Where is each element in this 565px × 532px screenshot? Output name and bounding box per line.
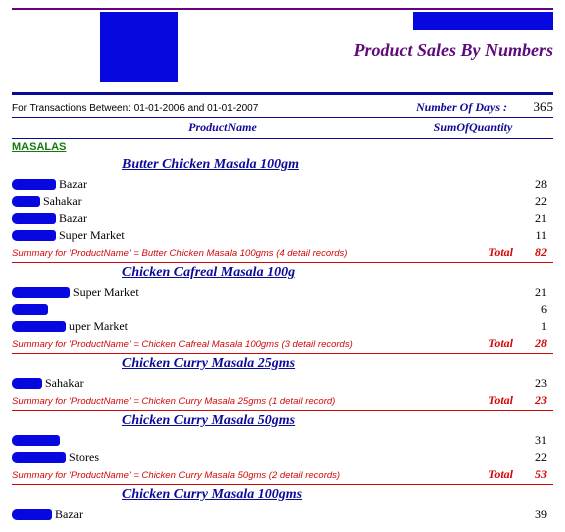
qty-value: 21 [499, 211, 553, 226]
report-title: Product Sales By Numbers [178, 40, 553, 61]
store-label: Bazar [56, 177, 499, 192]
summary-text: Summary for 'ProductName' = Chicken Cafr… [12, 339, 463, 350]
filter-row: For Transactions Between: 01-01-2006 and… [12, 95, 553, 117]
product-heading: Chicken Curry Masala 25gms [12, 354, 553, 375]
total-label: Total [463, 393, 513, 408]
store-redacted [12, 378, 42, 389]
detail-row: 6 [12, 301, 553, 318]
detail-row: Bazar28 [12, 176, 553, 193]
report-header: Product Sales By Numbers [12, 12, 553, 82]
company-redacted [413, 12, 553, 30]
summary-text: Summary for 'ProductName' = Chicken Curr… [12, 470, 463, 481]
store-label: Super Market [56, 228, 499, 243]
summary-row: Summary for 'ProductName' = Chicken Curr… [12, 392, 553, 410]
column-headers: ProductName SumOfQuantity [12, 118, 553, 138]
detail-row: Sahakar22 [12, 193, 553, 210]
store-redacted [12, 213, 56, 224]
summary-row: Summary for 'ProductName' = Butter Chick… [12, 244, 553, 262]
qty-value: 28 [499, 177, 553, 192]
total-value: 82 [513, 245, 553, 260]
product-heading: Chicken Curry Masala 100gms [12, 485, 553, 506]
store-label: Super Market [70, 285, 499, 300]
qty-value: 39 [499, 507, 553, 522]
detail-row: Sahakar23 [12, 375, 553, 392]
col-qty: SumOfQuantity [393, 120, 553, 135]
top-rule [12, 8, 553, 10]
col-product: ProductName [12, 120, 393, 135]
detail-row: 31 [12, 432, 553, 449]
store-redacted [12, 435, 60, 446]
summary-row: Summary for 'ProductName' = Chicken Curr… [12, 466, 553, 484]
qty-value: 31 [499, 433, 553, 448]
days-value: 365 [513, 99, 553, 115]
total-label: Total [463, 245, 513, 260]
product-heading: Chicken Curry Masala 50gms [12, 411, 553, 432]
store-label: Bazar [56, 211, 499, 226]
total-label: Total [463, 336, 513, 351]
days-label: Number Of Days : [416, 100, 507, 114]
total-label: Total [463, 467, 513, 482]
qty-value: 21 [499, 285, 553, 300]
total-value: 28 [513, 336, 553, 351]
detail-row: Bazar21 [12, 210, 553, 227]
store-label: Sahakar [42, 376, 499, 391]
store-redacted [12, 304, 48, 315]
store-redacted [12, 287, 70, 298]
store-redacted [12, 509, 52, 520]
detail-row: Bazar39 [12, 506, 553, 523]
days-block: Number Of Days : 365 [416, 99, 553, 115]
store-label: Bazar [52, 507, 499, 522]
detail-row: uper Market1 [12, 318, 553, 335]
total-value: 53 [513, 467, 553, 482]
qty-value: 22 [499, 194, 553, 209]
category-heading: MASALAS [12, 139, 553, 155]
store-redacted [12, 452, 66, 463]
detail-row: Stores22 [12, 449, 553, 466]
store-label: Sahakar [40, 194, 499, 209]
store-label: Stores [66, 450, 499, 465]
store-redacted [12, 230, 56, 241]
detail-row: Super Market21 [12, 284, 553, 301]
summary-row: Summary for 'ProductName' = Chicken Cafr… [12, 335, 553, 353]
qty-value: 1 [499, 319, 553, 334]
qty-value: 6 [499, 302, 553, 317]
detail-row: Super Market11 [12, 227, 553, 244]
store-redacted [12, 196, 40, 207]
qty-value: 22 [499, 450, 553, 465]
store-label: uper Market [66, 319, 499, 334]
store-redacted [12, 321, 66, 332]
store-redacted [12, 179, 56, 190]
product-heading: Butter Chicken Masala 100gm [12, 155, 553, 176]
transactions-range: For Transactions Between: 01-01-2006 and… [12, 103, 258, 114]
summary-text: Summary for 'ProductName' = Butter Chick… [12, 248, 463, 259]
report-body: Butter Chicken Masala 100gmBazar28Sahaka… [12, 155, 553, 523]
summary-text: Summary for 'ProductName' = Chicken Curr… [12, 396, 463, 407]
total-value: 23 [513, 393, 553, 408]
qty-value: 23 [499, 376, 553, 391]
qty-value: 11 [499, 228, 553, 243]
logo-redacted [100, 12, 178, 82]
product-heading: Chicken Cafreal Masala 100g [12, 263, 553, 284]
